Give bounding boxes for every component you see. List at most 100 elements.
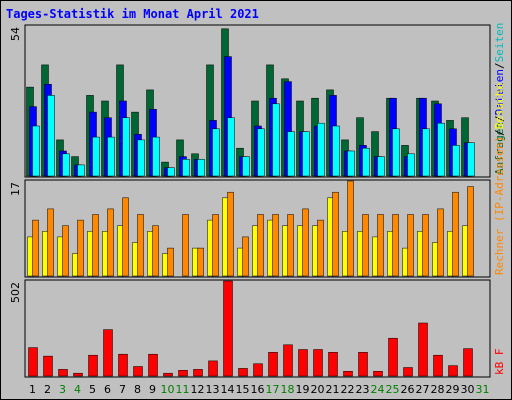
x-tick-label: 1 [29, 383, 36, 396]
legend-segment: / [493, 62, 506, 69]
bar-bottom-1-day-21 [328, 352, 338, 377]
x-tick-label: 29 [446, 383, 460, 396]
bar-middle-2-day-21 [332, 191, 339, 277]
x-tick-label: 16 [251, 383, 265, 396]
bar-middle-2-day-14 [227, 191, 234, 277]
x-tick-label: 22 [341, 383, 355, 396]
legend-segment: / [493, 129, 506, 136]
x-tick-label: 20 [311, 383, 325, 396]
bar-middle-2-day-24 [377, 214, 384, 277]
bar-middle-2-day-5 [92, 214, 99, 277]
x-tick-label: 25 [386, 383, 400, 396]
bar-bottom-1-day-10 [163, 372, 173, 377]
bar-middle-2-day-23 [362, 214, 369, 277]
x-tick-label: 24 [371, 383, 385, 396]
y-max-label-middle: 17 [9, 182, 22, 196]
bar-middle-2-day-6 [107, 208, 114, 277]
x-tick-label: 5 [89, 383, 96, 396]
bar-top-3-day-22 [347, 150, 355, 177]
bar-top-3-day-7 [122, 117, 130, 177]
legend-label-top: Anfragen/Dateien/Seiten [493, 23, 506, 175]
bar-bottom-1-day-20 [313, 349, 323, 377]
bar-top-3-day-10 [167, 167, 175, 177]
bar-top-3-day-27 [422, 128, 430, 177]
x-tick-label: 21 [326, 383, 340, 396]
bar-bottom-1-day-29 [448, 365, 458, 377]
bar-top-3-day-5 [92, 136, 100, 177]
bar-bottom-1-day-3 [58, 369, 68, 377]
bar-bottom-1-day-6 [103, 329, 113, 377]
bar-top-3-day-13 [212, 128, 220, 177]
bar-top-3-day-21 [332, 125, 340, 177]
bar-middle-2-day-16 [257, 214, 264, 277]
bar-middle-2-day-25 [392, 214, 399, 277]
bar-top-3-day-16 [257, 128, 265, 177]
bar-top-3-day-11 [182, 159, 190, 177]
x-tick-label: 3 [59, 383, 66, 396]
legend-segment: Besuche [493, 83, 506, 129]
bar-middle-2-day-17 [272, 214, 279, 277]
bar-top-3-day-6 [107, 136, 115, 177]
y-max-label-top: 54 [9, 27, 22, 41]
x-tick-label: 9 [149, 383, 156, 396]
bar-middle-2-day-7 [122, 197, 129, 277]
bar-bottom-1-day-25 [388, 337, 398, 377]
bar-bottom-1-day-26 [403, 367, 413, 377]
x-tick-label: 18 [281, 383, 295, 396]
bar-bottom-1-day-12 [193, 369, 203, 377]
x-tick-label: 7 [119, 383, 126, 396]
bar-top-3-day-8 [137, 139, 145, 177]
x-tick-label: 2 [44, 383, 51, 396]
bar-bottom-1-day-11 [178, 370, 188, 377]
x-tick-label: 15 [236, 383, 250, 396]
bar-middle-2-day-8 [137, 214, 144, 277]
bar-middle-2-day-11 [182, 214, 189, 277]
bar-top-3-day-15 [242, 156, 250, 177]
x-tick-label: 11 [176, 383, 190, 396]
bar-top-3-day-19 [302, 131, 310, 177]
bar-middle-2-day-30 [467, 186, 474, 277]
bar-middle-2-day-26 [407, 214, 414, 277]
bar-bottom-1-day-16 [253, 363, 263, 377]
bar-bottom-1-day-7 [118, 353, 128, 377]
bar-middle-2-day-13 [212, 214, 219, 277]
bar-top-3-day-2 [47, 95, 55, 177]
bar-middle-2-day-3 [62, 225, 69, 277]
bar-bottom-1-day-15 [238, 368, 248, 377]
bar-bottom-1-day-19 [298, 349, 308, 377]
bar-top-3-day-24 [377, 156, 385, 177]
bar-top-3-day-3 [62, 153, 70, 177]
x-tick-label: 17 [266, 383, 280, 396]
legend-segment: Seiten [493, 23, 506, 63]
legend-segment: kB F [493, 349, 506, 376]
legend-segment: Anfragen [493, 122, 506, 175]
x-tick-label: 26 [401, 383, 415, 396]
x-tick-label: 14 [221, 383, 235, 396]
bar-top-3-day-1 [32, 125, 40, 177]
bar-bottom-1-day-9 [148, 353, 158, 377]
bar-bottom-1-day-23 [358, 352, 368, 377]
bar-middle-2-day-9 [152, 225, 159, 277]
bar-top-3-day-29 [452, 145, 460, 177]
x-tick-label: 4 [74, 383, 81, 396]
bar-middle-2-day-15 [242, 236, 249, 277]
bar-middle-2-day-29 [452, 191, 459, 277]
x-tick-label: 30 [461, 383, 475, 396]
bar-bottom-1-day-13 [208, 360, 218, 377]
bar-top-3-day-25 [392, 128, 400, 177]
bar-middle-2-day-4 [77, 219, 84, 277]
bar-middle-2-day-27 [422, 214, 429, 277]
bar-bottom-1-day-30 [463, 348, 473, 377]
bar-bottom-1-day-14 [223, 280, 233, 377]
bar-bottom-1-day-18 [283, 344, 293, 377]
x-tick-label: 23 [356, 383, 370, 396]
x-tick-label: 10 [161, 383, 175, 396]
bar-middle-2-day-19 [302, 208, 309, 277]
bar-bottom-1-day-17 [268, 352, 278, 377]
bar-bottom-1-day-2 [43, 355, 53, 377]
bar-top-3-day-28 [437, 122, 445, 177]
legend-label-bottom: kB F [493, 349, 506, 376]
legend-segment: Dateien [493, 69, 506, 115]
chart-title: Tages-Statistik im Monat April 2021 [6, 7, 259, 21]
